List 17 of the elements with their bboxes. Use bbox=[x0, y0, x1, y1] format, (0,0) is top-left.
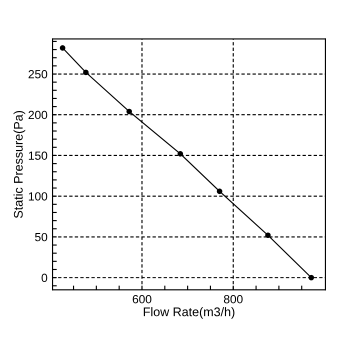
point bbox=[216, 188, 222, 194]
y-axis-title: Static Pressure(Pa) bbox=[14, 111, 26, 218]
point bbox=[60, 45, 66, 51]
point bbox=[83, 70, 89, 76]
point bbox=[126, 108, 132, 114]
y-tick-label: 200 bbox=[28, 110, 48, 120]
y-tick-label: 250 bbox=[28, 70, 48, 78]
point bbox=[265, 232, 271, 238]
y-tick-label: 100 bbox=[28, 192, 48, 201]
y-tick-label: 50 bbox=[35, 232, 48, 242]
point bbox=[178, 151, 184, 157]
point bbox=[308, 274, 314, 280]
x-axis-title: Flow Rate(m3/h) bbox=[144, 307, 234, 319]
y-tick-label: 0 bbox=[42, 274, 48, 282]
y-tick-label: 150 bbox=[28, 151, 48, 160]
x-tick-label: 800 bbox=[224, 295, 243, 304]
x-tick-label: 600 bbox=[132, 295, 152, 304]
